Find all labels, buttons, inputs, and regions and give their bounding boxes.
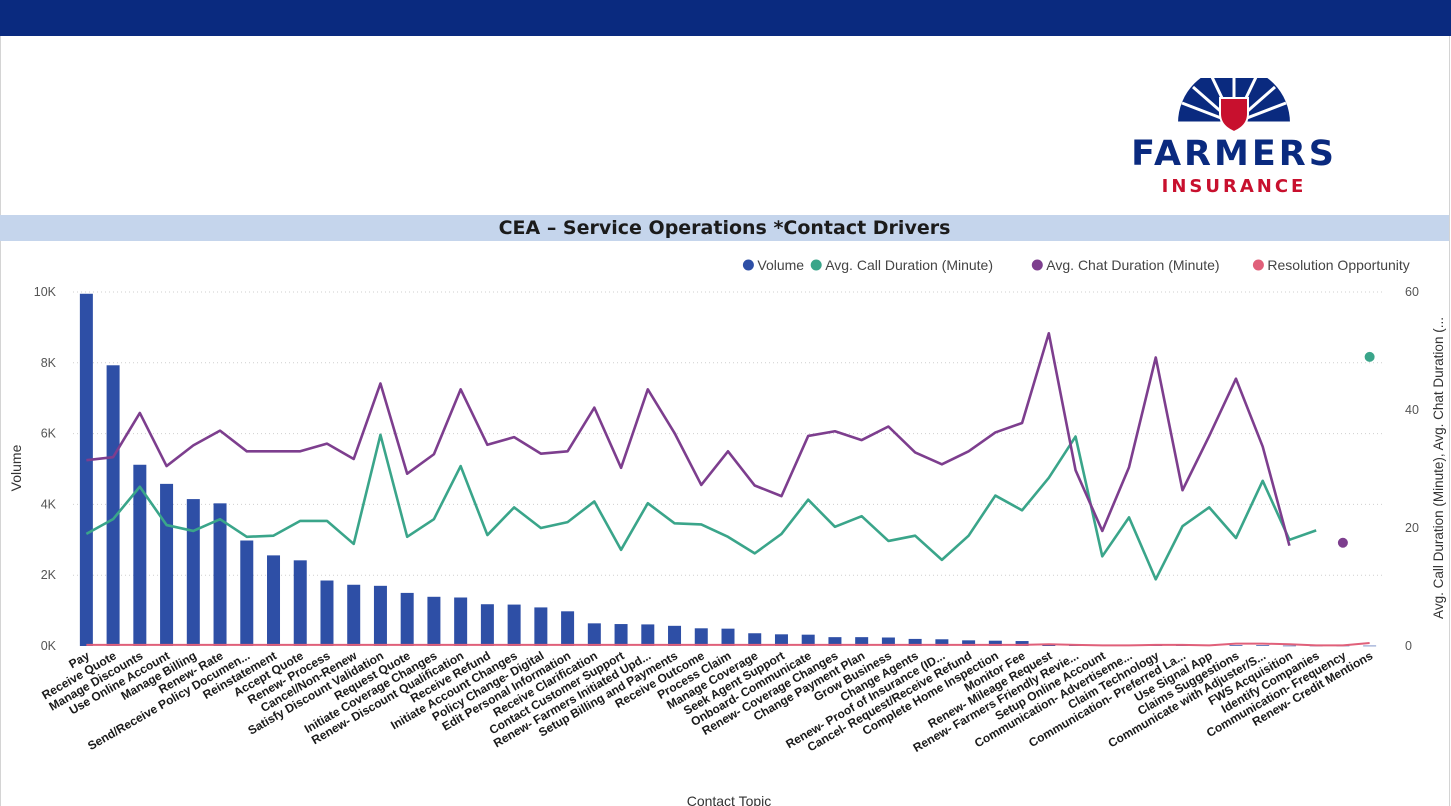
y-axis-title: Volume xyxy=(8,444,24,491)
frame-border-right xyxy=(1449,36,1450,806)
bar-initiate-account-changes xyxy=(507,604,521,646)
bar-renew-rate xyxy=(213,503,227,646)
bar-renew-process xyxy=(320,580,334,646)
logo-word-farmers: FARMERS xyxy=(1131,134,1337,174)
legend-label-avg-call-duration-minute: Avg. Call Duration (Minute) xyxy=(825,257,993,273)
bar-renew-discount-qualification xyxy=(454,597,468,646)
farmers-insurance-logo: FARMERS INSURANCE xyxy=(1131,78,1337,197)
bar-cancel-request-receive-refund xyxy=(962,640,976,646)
bar-use-online-account xyxy=(160,483,174,646)
x-axis-title: Contact Topic xyxy=(687,793,772,806)
resolution-opportunity-line xyxy=(86,642,1370,647)
bar-policy-change-digital xyxy=(534,607,548,646)
bar-request-quote xyxy=(400,592,414,646)
y-tick-label: 0K xyxy=(41,639,57,653)
avg-chat-duration-minute-point xyxy=(1337,537,1348,548)
chart-legend: Volume Avg. Call Duration (Minute) Avg. Ch… xyxy=(742,257,1410,273)
bar-change-agents xyxy=(908,638,922,646)
bar-initiate-coverage-changes xyxy=(427,596,441,646)
bar-accept-quote xyxy=(293,560,307,646)
y-tick-label: 8K xyxy=(41,356,57,370)
y-tick-label: 10K xyxy=(34,285,57,299)
logo-word-insurance: INSURANCE xyxy=(1162,176,1307,197)
bar-complete-home-inspection xyxy=(988,640,1002,646)
bar-renew-proof-of-insurance-id xyxy=(935,639,949,646)
gridlines xyxy=(73,291,1383,576)
y-tick-label: 2K xyxy=(41,568,57,582)
y2-axis-title: Avg. Call Duration (Minute), Avg. Chat D… xyxy=(1431,317,1446,619)
bar-onboard-communicate xyxy=(801,634,815,646)
bar-pay xyxy=(79,293,93,646)
bar-seek-agent-support xyxy=(774,634,788,646)
y-tick-label: 6K xyxy=(41,427,57,441)
y2-tick-label: 60 xyxy=(1405,285,1419,299)
bar-satisfy-discount-validation xyxy=(373,585,387,646)
y2-tick-label: 20 xyxy=(1405,521,1419,535)
frame-border-left xyxy=(0,36,1,806)
bar-cancel-non-renew xyxy=(347,584,361,646)
bar-reinstatement xyxy=(267,555,281,646)
legend-label-resolution-opportunity: Resolution Opportunity xyxy=(1267,257,1409,273)
bar-setup-billing-and-payments xyxy=(668,625,682,646)
bar-claims-suggestions xyxy=(1229,645,1243,646)
volume-bars xyxy=(79,293,1377,647)
bar-receive-quote xyxy=(106,365,120,646)
y-tick-label: 4K xyxy=(41,497,57,511)
bar-edit-personal-information xyxy=(561,611,575,646)
bar-communicate-with-adjuster-s xyxy=(1256,645,1270,646)
bar-change-payment-plan xyxy=(855,637,869,646)
bar-renew-credit-mentions xyxy=(1363,645,1377,647)
legend-marker-resolution-opportunity xyxy=(1252,259,1264,271)
axes: 0K 2K 4K 6K 8K 10K 0 20 40 60 xyxy=(34,285,1419,653)
bar-grow-business xyxy=(881,637,895,646)
legend-label-avg-chat-duration-minute: Avg. Chat Duration (Minute) xyxy=(1046,257,1219,273)
bar-receive-clarification xyxy=(587,623,601,646)
bar-send-receive-policy-documen xyxy=(240,540,254,646)
bar-manage-coverage xyxy=(748,633,762,646)
bar-monitor-fee xyxy=(1015,641,1029,646)
bar-manage-discounts xyxy=(133,464,147,646)
contact-drivers-chart: Volume Avg. Call Duration (Minute) Avg. Ch… xyxy=(8,257,1446,806)
bar-manage-billing xyxy=(186,499,200,646)
top-banner xyxy=(0,0,1451,36)
avg-call-duration-minute-line xyxy=(85,433,1317,581)
y2-tick-label: 0 xyxy=(1405,639,1412,653)
bar-receive-refund xyxy=(480,604,494,646)
legend-marker-avg-call-duration-minute xyxy=(810,259,822,271)
bar-contact-customer-support xyxy=(614,624,628,646)
bar-renew-farmers-initiated-upd xyxy=(641,624,655,646)
series-lines xyxy=(85,332,1375,647)
y2-tick-label: 40 xyxy=(1405,403,1419,417)
legend-label-volume: Volume xyxy=(757,257,804,273)
bar-renew-coverage-changes xyxy=(828,637,842,646)
page-title: CEA – Service Operations *Contact Driver… xyxy=(0,215,1449,241)
avg-call-duration-minute-point xyxy=(1364,351,1375,362)
bar-process-claim xyxy=(721,628,735,646)
avg-chat-duration-minute-line xyxy=(86,332,1291,547)
bar-receive-outcome xyxy=(694,628,708,646)
bar-fws-acquisition xyxy=(1282,645,1296,647)
legend-marker-volume xyxy=(742,259,754,271)
legend-marker-avg-chat-duration-minute xyxy=(1031,259,1043,271)
